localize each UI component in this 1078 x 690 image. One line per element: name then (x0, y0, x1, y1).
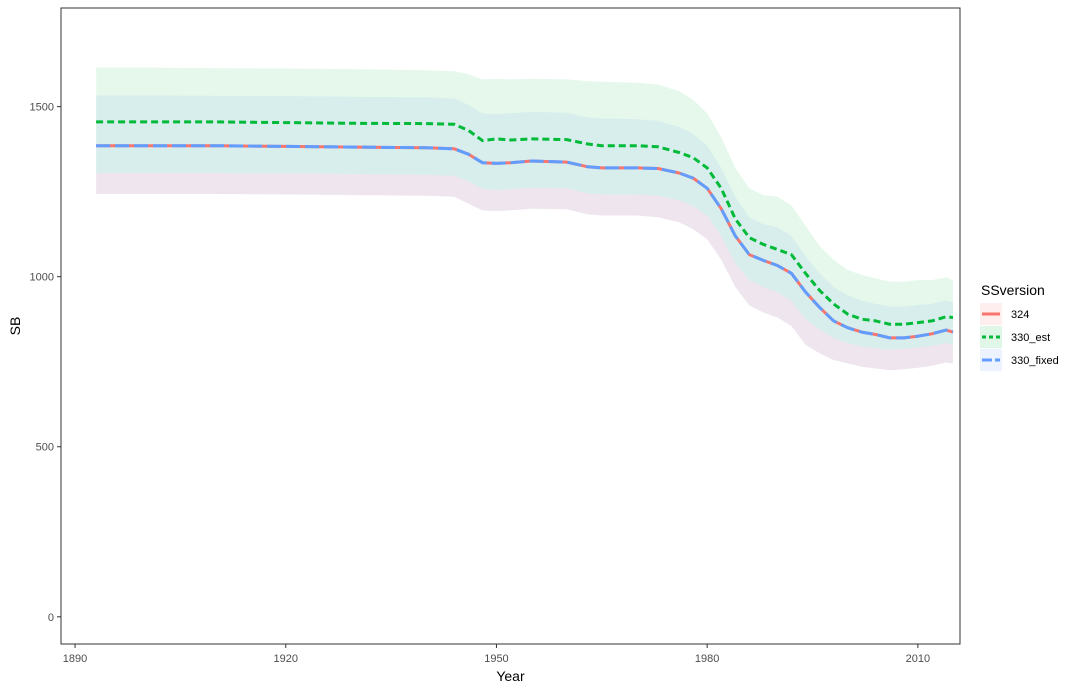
line-330_fixed (96, 144, 954, 340)
x-tick-label: 1890 (63, 653, 87, 665)
confidence-ribbons (96, 67, 954, 371)
ribbon-330_est (96, 67, 954, 350)
series-lines (96, 120, 954, 340)
legend-label-330_est: 330_est (1011, 332, 1050, 344)
y-axis: 0 500 1000 1500 (30, 102, 61, 624)
y-tick-label: 0 (48, 612, 54, 624)
x-axis-title: Year (496, 668, 525, 684)
y-axis-title: SB (7, 317, 23, 336)
x-tick-label: 1980 (695, 653, 719, 665)
y-tick-label: 1500 (30, 102, 54, 114)
legend-label-324: 324 (1011, 309, 1029, 321)
legend: SSversion 324 330_est 330_fixed (980, 282, 1059, 371)
legend-title: SSversion (981, 282, 1045, 298)
x-tick-label: 1950 (484, 653, 508, 665)
y-tick-label: 1000 (30, 272, 54, 284)
legend-label-330_fixed: 330_fixed (1011, 355, 1059, 367)
ribbon-330_fixed (96, 95, 954, 371)
x-tick-label: 1920 (274, 653, 298, 665)
plot-panel-border (60, 7, 961, 645)
x-tick-label: 2010 (906, 653, 930, 665)
ribbon-324 (96, 173, 954, 371)
x-axis: 1890 1920 1950 1980 2010 (63, 644, 930, 665)
y-tick-label: 500 (36, 442, 54, 454)
